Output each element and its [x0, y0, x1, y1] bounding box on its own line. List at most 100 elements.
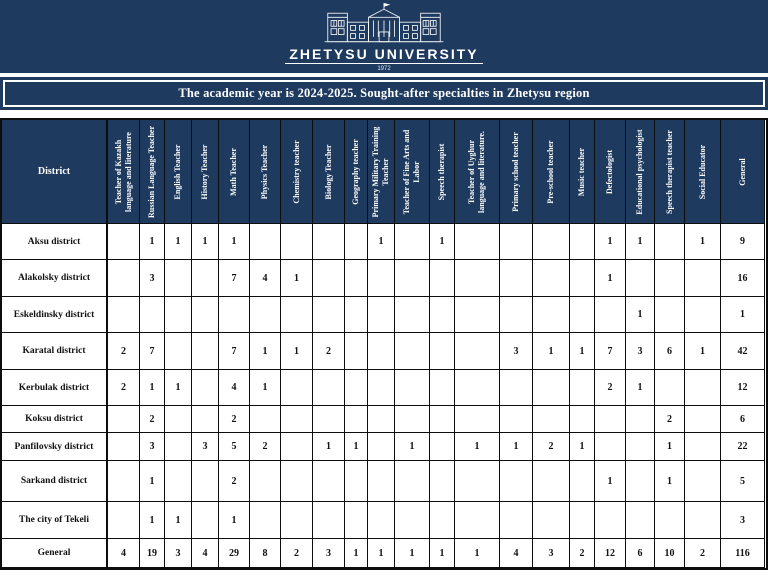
table-cell [570, 260, 595, 297]
table-cell: 7 [219, 260, 250, 297]
table-cell [313, 260, 345, 297]
table-cell: 10 [655, 539, 685, 568]
table-cell: 1 [281, 260, 313, 297]
table-cell: 2 [219, 406, 250, 433]
title-band: The academic year is 2024-2025. Sought-a… [0, 77, 768, 110]
table-cell [430, 461, 455, 502]
table-cell: 19 [140, 539, 165, 568]
table-cell: 2 [313, 333, 345, 370]
table-cell: 9 [721, 224, 765, 260]
established-year: 1972 [377, 66, 391, 72]
table-cell [533, 224, 570, 260]
table-cell: 1 [395, 433, 430, 461]
table-cell: 1 [626, 370, 655, 406]
table-cell: 1 [595, 461, 626, 502]
table-cell [313, 224, 345, 260]
table-cell: 3 [533, 539, 570, 568]
university-name: ZHETYSU UNIVERSITY [285, 46, 483, 64]
table-cell: 2 [533, 433, 570, 461]
table-cell: 1 [655, 461, 685, 502]
table-cell: 2 [570, 539, 595, 568]
table-cell: 8 [250, 539, 281, 568]
table-cell [192, 260, 219, 297]
table-cell [626, 260, 655, 297]
table-cell: 42 [721, 333, 765, 370]
table-cell [281, 297, 313, 333]
table-cell: 6 [626, 539, 655, 568]
table-cell [250, 297, 281, 333]
table-cell [500, 461, 533, 502]
table-cell [281, 502, 313, 539]
table-cell [533, 502, 570, 539]
column-header: Pre-school teacher [533, 120, 570, 224]
table-cell [368, 461, 395, 502]
table-cell [626, 433, 655, 461]
table-cell: 1 [250, 333, 281, 370]
table-cell [108, 260, 140, 297]
table-cell [219, 297, 250, 333]
table-cell: 22 [721, 433, 765, 461]
table-cell: 6 [655, 333, 685, 370]
table-cell [500, 260, 533, 297]
table-cell: 1 [626, 297, 655, 333]
column-header: Educational psychologist [626, 120, 655, 224]
table-cell: 1 [395, 539, 430, 568]
column-header: Physics Teacher [250, 120, 281, 224]
table-cell [250, 406, 281, 433]
table-cell: 1 [219, 502, 250, 539]
table-cell: 1 [250, 370, 281, 406]
table-cell [368, 297, 395, 333]
table-cell: 12 [595, 539, 626, 568]
table-cell [626, 461, 655, 502]
district-cell: The city of Tekeli [2, 502, 108, 539]
table-cell: 1 [140, 224, 165, 260]
table-cell: 2 [140, 406, 165, 433]
table-cell [455, 502, 500, 539]
table-cell [165, 406, 192, 433]
table-cell: 3 [140, 433, 165, 461]
table-cell [395, 333, 430, 370]
table-cell [685, 406, 721, 433]
district-cell: Panfilovsky district [2, 433, 108, 461]
table-cell: 4 [192, 539, 219, 568]
table-cell [430, 370, 455, 406]
table-cell: 4 [500, 539, 533, 568]
table-cell [250, 502, 281, 539]
table-cell: 1 [685, 224, 721, 260]
table-cell [281, 370, 313, 406]
table-cell: 1 [368, 224, 395, 260]
column-header: Defectologist [595, 120, 626, 224]
district-cell: Koksu district [2, 406, 108, 433]
table-cell [570, 370, 595, 406]
table-cell: 2 [281, 539, 313, 568]
table-cell: 1 [140, 502, 165, 539]
table-cell [655, 370, 685, 406]
table-cell: 2 [595, 370, 626, 406]
table-cell: 1 [626, 224, 655, 260]
table-cell [165, 333, 192, 370]
table-cell [655, 502, 685, 539]
table-cell: 1 [165, 370, 192, 406]
table-cell [165, 297, 192, 333]
table-cell [368, 406, 395, 433]
column-header: Chemistry teacher [281, 120, 313, 224]
table-cell: 4 [250, 260, 281, 297]
table-cell: 1 [430, 224, 455, 260]
table-cell [368, 502, 395, 539]
table-cell [455, 260, 500, 297]
table-cell [533, 260, 570, 297]
table-cell [455, 461, 500, 502]
table-cell [108, 461, 140, 502]
district-cell: Sarkand district [2, 461, 108, 502]
table-cell: 3 [192, 433, 219, 461]
table-cell: 1 [345, 433, 368, 461]
table-cell [345, 333, 368, 370]
column-header: Geography teacher [345, 120, 368, 224]
table-cell: 1 [595, 224, 626, 260]
table-cell [165, 260, 192, 297]
table-cell: 16 [721, 260, 765, 297]
table-cell [570, 297, 595, 333]
table-cell [368, 370, 395, 406]
specialties-table: District Teacher of Kazakh language and l… [0, 118, 768, 570]
university-building-icon [309, 1, 459, 45]
